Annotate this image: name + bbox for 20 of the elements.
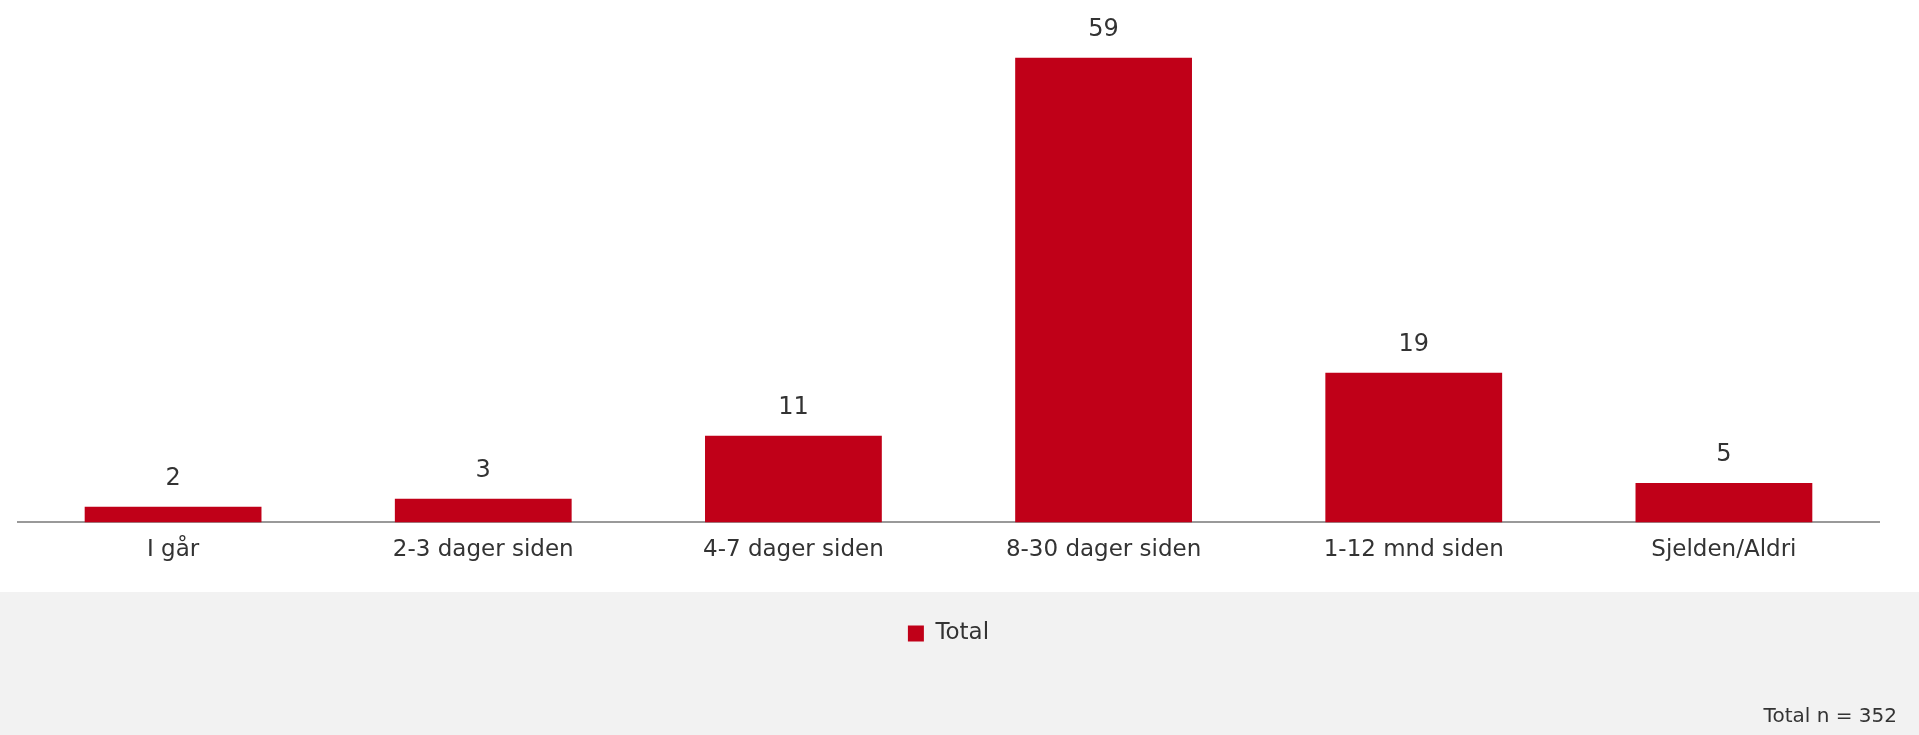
data-label: 11 bbox=[778, 392, 809, 421]
data-label: 3 bbox=[475, 455, 491, 484]
data-label: 5 bbox=[1716, 439, 1732, 468]
bar bbox=[1325, 372, 1503, 523]
bar bbox=[1015, 57, 1192, 523]
x-tick-label: 4-7 dager siden bbox=[703, 535, 884, 562]
x-tick-label: 1-12 mnd siden bbox=[1323, 535, 1504, 562]
x-tick-label: I går bbox=[146, 534, 200, 562]
bar bbox=[84, 506, 262, 523]
bar bbox=[1635, 483, 1813, 523]
text: Total n = 352 bbox=[1762, 703, 1897, 728]
x-tick-label: 8-30 dager siden bbox=[1005, 535, 1202, 562]
x-tick-label: 2-3 dager siden bbox=[392, 535, 574, 562]
data-label: 19 bbox=[1398, 329, 1430, 358]
x-tick-label: Sjelden/Aldri bbox=[1651, 535, 1797, 562]
data-label: 2 bbox=[165, 462, 181, 491]
bar bbox=[705, 435, 882, 523]
legend-label: Total bbox=[934, 618, 990, 645]
bar bbox=[394, 498, 572, 523]
data-label: 59 bbox=[1088, 14, 1119, 43]
